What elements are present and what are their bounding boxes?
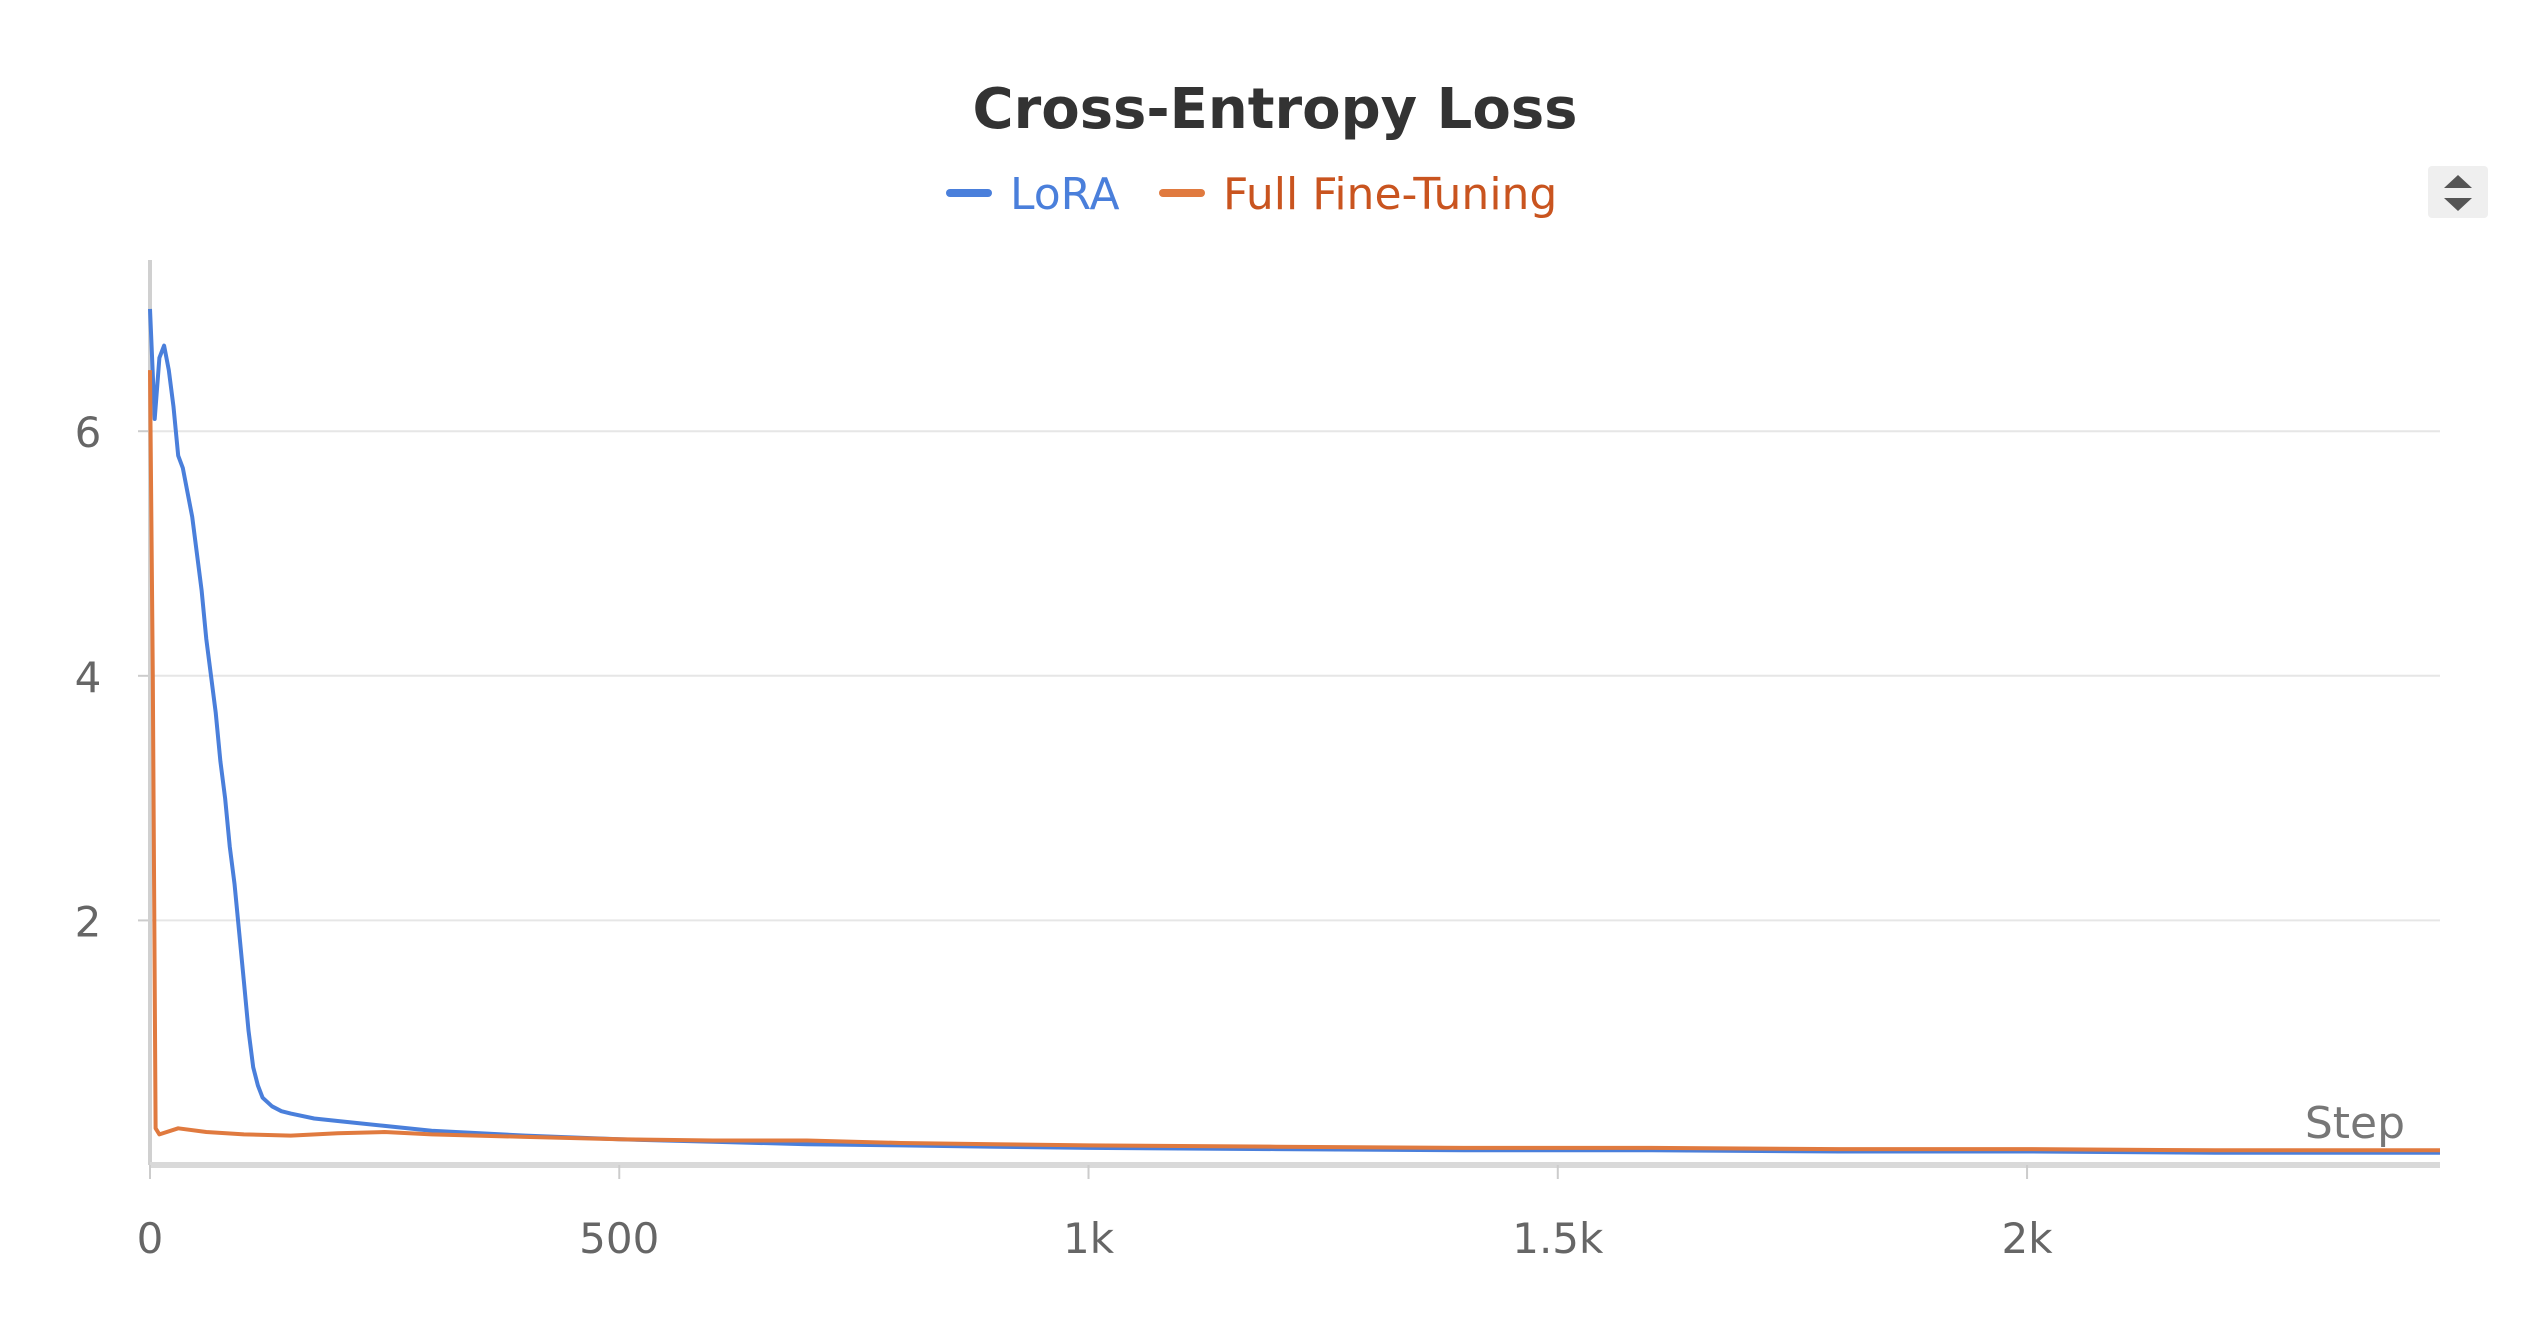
legend-item-full-fine-tuning[interactable]: Full Fine-Tuning [1159,169,1557,220]
x-tick-label: 1k [1063,1214,1115,1263]
x-tick-label: 1.5k [1512,1214,1604,1263]
grid-lines [150,430,2440,922]
legend-label-full-fine-tuning: Full Fine-Tuning [1223,169,1557,220]
y-tick-label: 6 [75,408,102,457]
y-tick-label: 4 [75,653,102,702]
chart-title: Cross-Entropy Loss [973,77,1578,142]
x-tick-label: 0 [137,1214,164,1263]
series-lines [148,308,2440,1155]
chevron-down-icon[interactable] [2444,198,2472,211]
series-line-full-fine-tuning[interactable] [148,370,2440,1153]
legend[interactable]: LoRA Full Fine-Tuning [946,169,1557,220]
axes [138,260,2440,1179]
series-line-lora[interactable] [148,308,2440,1155]
chevron-up-icon[interactable] [2444,175,2472,188]
x-axis-label: Step [2305,1098,2405,1149]
legend-scroll-stepper[interactable] [2428,166,2488,218]
tick-labels: 2 4 6 0 500 1k 1.5k 2k [75,408,2054,1263]
legend-label-lora: LoRA [1010,169,1120,220]
legend-item-lora[interactable]: LoRA [946,169,1120,220]
x-tick-label: 2k [2002,1214,2054,1263]
y-tick-label: 2 [75,897,102,946]
x-tick-label: 500 [579,1214,659,1263]
